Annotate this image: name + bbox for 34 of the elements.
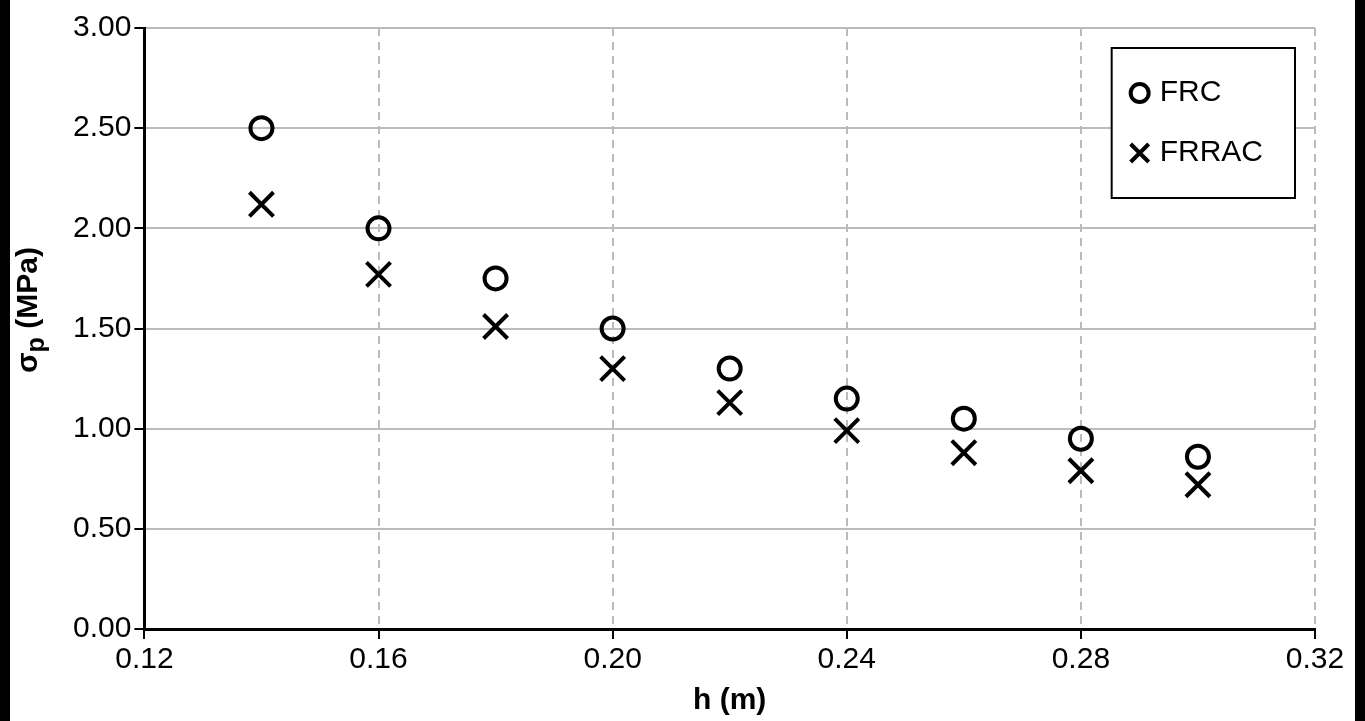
point [833, 385, 860, 412]
point [1183, 470, 1212, 499]
y-tick-label: 2.50 [73, 109, 132, 143]
legend-label: FRRAC [1159, 134, 1264, 168]
y-tick-label: 1.50 [73, 309, 132, 343]
point [247, 190, 276, 219]
y-tick-label: 0.00 [73, 610, 132, 644]
point [598, 354, 627, 383]
point [482, 265, 509, 292]
point [1184, 443, 1211, 470]
point [1067, 425, 1094, 452]
point [1066, 456, 1095, 485]
x-tick-label: 0.12 [115, 641, 174, 675]
y-tick-label: 1.00 [73, 409, 132, 443]
point [949, 438, 978, 467]
x-axis-title: h (m) [693, 682, 767, 716]
y-tick-label: 3.00 [73, 9, 132, 43]
point [715, 388, 744, 417]
point [481, 312, 510, 341]
x-tick-label: 0.28 [1051, 641, 1111, 675]
point [832, 416, 861, 445]
point [950, 405, 977, 432]
x-tick-label: 0.24 [817, 641, 876, 675]
x-tick-label: 0.32 [1285, 641, 1345, 675]
y-tick-label: 2.00 [73, 209, 132, 243]
x-tick-label: 0.16 [349, 641, 408, 675]
point [599, 315, 626, 342]
y-tick-label: 0.50 [73, 510, 132, 544]
point [248, 115, 275, 142]
x-tick-label: 0.20 [583, 641, 642, 675]
point [716, 355, 743, 382]
point [364, 260, 393, 289]
legend-label: FRC [1159, 74, 1222, 108]
point [365, 215, 392, 242]
